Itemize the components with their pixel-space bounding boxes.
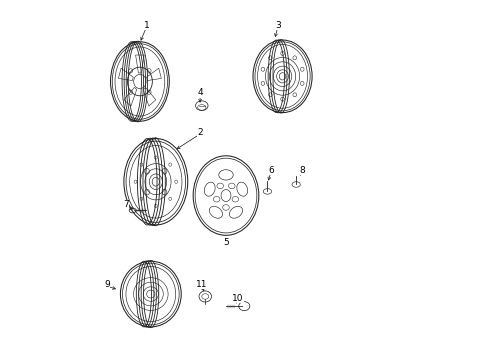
Text: 9: 9: [104, 280, 110, 289]
Text: 10: 10: [232, 294, 244, 303]
Text: 5: 5: [223, 238, 229, 247]
Text: 4: 4: [197, 88, 203, 97]
Text: 8: 8: [299, 166, 305, 175]
Text: 3: 3: [275, 21, 281, 30]
Text: 2: 2: [197, 128, 203, 137]
Text: 7: 7: [123, 201, 129, 210]
Text: 11: 11: [196, 280, 208, 289]
Text: 1: 1: [144, 21, 149, 30]
Text: 6: 6: [268, 166, 274, 175]
